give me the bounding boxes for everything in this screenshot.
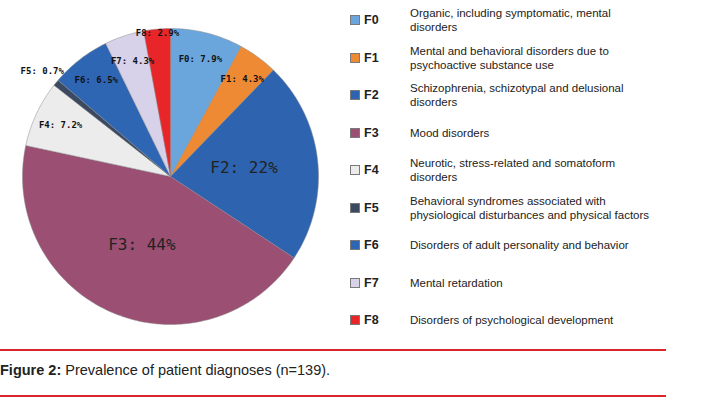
- html-text:F4: F4: [364, 163, 379, 177]
- html-text:F3: F3: [364, 125, 379, 140]
- html-text:Neurotic, stress-related and s: Neurotic, stress-related and somatoform …: [410, 157, 616, 183]
- svg-text:F5: 0.7%: F5: 0.7%: [21, 66, 65, 76]
- svg-text:F7: 4.3%: F7: 4.3%: [111, 56, 155, 66]
- svg-text:F8: 2.9%: F8: 2.9%: [136, 28, 180, 38]
- html-text:Mental and behavioral disorder: Mental and behavioral disorders due to p…: [410, 44, 609, 71]
- html-text:F7: F7: [364, 275, 379, 290]
- svg-text:F1: 4.3%: F1: 4.3%: [221, 74, 265, 84]
- html-text:Disorders of adult personality: Disorders of adult personality and behav…: [410, 239, 629, 251]
- svg-text:F2: 22%: F2: 22%: [210, 158, 278, 177]
- html-text:F8: F8: [364, 313, 379, 327]
- svg-text:F0: 7.9%: F0: 7.9%: [179, 54, 223, 64]
- html-text:F5: F5: [364, 200, 379, 215]
- svg-text:F6: 6.5%: F6: 6.5%: [75, 75, 119, 85]
- html-text:Organic, including symptomatic: Organic, including symptomatic, mental d…: [410, 7, 611, 33]
- html-text:F0: F0: [364, 13, 379, 27]
- svg-text:F4: 7.2%: F4: 7.2%: [39, 120, 83, 130]
- html-text:Mood disorders: Mood disorders: [410, 126, 490, 139]
- html-text:F6: F6: [364, 238, 379, 252]
- html-text:F1: F1: [364, 50, 379, 65]
- svg-text:F3: 44%: F3: 44%: [108, 235, 176, 254]
- html-text:Behavioral syndromes associate: Behavioral syndromes associated with phy…: [410, 194, 650, 221]
- html-text:Figure 2: Prevalence of patien: Figure 2: Prevalence of patient diagnose…: [0, 362, 331, 378]
- html-text:F2: F2: [364, 88, 379, 102]
- html-text:Disorders of psychological dev: Disorders of psychological development: [410, 314, 614, 326]
- html-text:Schizophrenia, schizotypal and: Schizophrenia, schizotypal and delusiona…: [410, 82, 624, 108]
- html-text:Mental retardation: Mental retardation: [410, 276, 503, 289]
